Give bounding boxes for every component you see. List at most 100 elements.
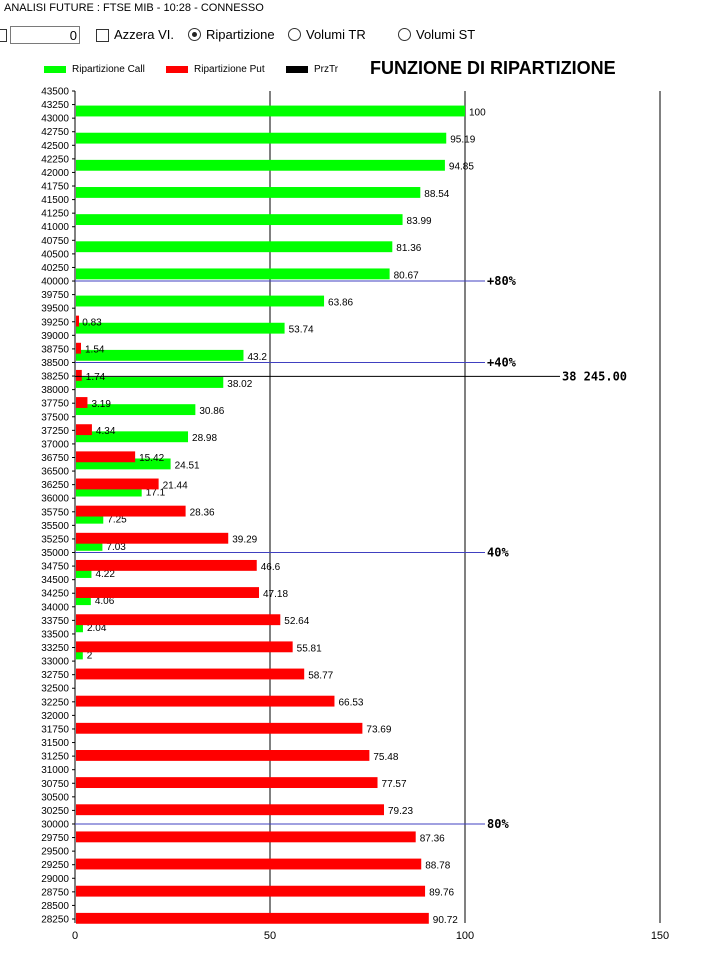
call-bar: [76, 431, 189, 443]
call-bar: [76, 621, 83, 633]
radio-volumi-tr[interactable]: [288, 28, 301, 41]
y-tick-label: 31250: [41, 752, 69, 763]
put-bar-label: 90.72: [433, 915, 458, 926]
call-bar: [76, 594, 91, 606]
y-tick-label: 39000: [41, 331, 69, 342]
call-bar-label: 83.99: [407, 216, 432, 227]
y-tick-label: 29250: [41, 860, 69, 871]
call-bar: [76, 295, 325, 307]
put-bar: [76, 397, 88, 408]
put-bar: [76, 559, 257, 571]
radio-volumi-st[interactable]: [398, 28, 411, 41]
put-bar: [76, 750, 370, 761]
put-bar-label: 46.6: [261, 562, 281, 573]
number-input[interactable]: 0: [10, 26, 80, 44]
marker-label: 80%: [487, 817, 509, 831]
call-bar: [76, 187, 421, 198]
y-tick-label: 37500: [41, 412, 69, 423]
put-bar-label: 75.48: [373, 752, 398, 763]
legend-prztr-label: PrzTr: [314, 64, 339, 75]
y-tick-label: 36000: [41, 494, 69, 505]
put-bar: [76, 369, 82, 381]
y-tick-label: 28750: [41, 887, 69, 898]
y-tick-label: 42000: [41, 168, 69, 179]
put-bar: [76, 695, 335, 707]
put-bar: [76, 858, 422, 870]
radio-ripartizione[interactable]: [188, 28, 201, 41]
call-bar: [76, 349, 244, 361]
prztr-label: 38 245.00: [562, 369, 627, 383]
y-tick-label: 34250: [41, 589, 69, 600]
y-tick-label: 42250: [41, 154, 69, 165]
y-tick-label: 28250: [41, 915, 69, 926]
y-tick-label: 41750: [41, 182, 69, 193]
y-tick-label: 41500: [41, 195, 69, 206]
reset-label[interactable]: Azzera VI.: [114, 27, 174, 42]
put-bar: [76, 777, 378, 789]
radio-volumi-tr-label[interactable]: Volumi TR: [306, 27, 366, 42]
put-bar-label: 39.29: [232, 535, 257, 546]
y-tick-label: 34000: [41, 602, 69, 613]
put-bar-label: 58.77: [308, 670, 333, 681]
call-bar-label: 30.86: [199, 406, 224, 417]
put-bar-label: 73.69: [366, 725, 391, 736]
y-tick-label: 30250: [41, 806, 69, 817]
call-bar-label: 43.2: [247, 352, 267, 363]
call-bar-label: 94.85: [449, 162, 474, 173]
call-bar: [76, 648, 83, 660]
y-tick-label: 32500: [41, 684, 69, 695]
call-bar: [76, 105, 465, 117]
put-bar: [76, 831, 416, 843]
call-bar-label: 7.03: [106, 542, 126, 553]
put-bar-label: 47.18: [263, 589, 288, 600]
hidden-checkbox[interactable]: [0, 29, 7, 42]
call-bar: [76, 539, 103, 551]
call-bar: [76, 458, 171, 470]
x-tick-label: 100: [456, 930, 474, 942]
call-bar: [76, 241, 393, 253]
put-bar: [76, 804, 384, 816]
y-tick-label: 41250: [41, 209, 69, 220]
put-bar: [76, 451, 136, 463]
put-bar-label: 87.36: [420, 833, 445, 844]
legend-prztr-swatch: [286, 66, 308, 73]
call-bar: [76, 485, 142, 497]
call-bar-label: 88.54: [424, 189, 449, 200]
y-tick-label: 33750: [41, 616, 69, 627]
x-tick-label: 0: [72, 930, 78, 942]
y-tick-label: 32000: [41, 711, 69, 722]
y-tick-label: 38500: [41, 358, 69, 369]
call-bar: [76, 377, 224, 388]
put-bar: [76, 505, 186, 517]
y-tick-label: 32750: [41, 670, 69, 681]
y-tick-label: 32250: [41, 697, 69, 708]
put-bar: [76, 342, 82, 354]
radio-ripartizione-label[interactable]: Ripartizione: [206, 27, 275, 42]
call-bar-label: 63.86: [328, 297, 353, 308]
y-tick-label: 43250: [41, 100, 69, 111]
put-bar: [76, 668, 305, 680]
put-bar-label: 1.74: [86, 372, 106, 383]
y-tick-label: 31000: [41, 765, 69, 776]
put-bar-label: 15.42: [139, 453, 164, 464]
y-tick-label: 37000: [41, 439, 69, 450]
reset-checkbox[interactable]: [96, 29, 109, 42]
put-bar-label: 55.81: [297, 643, 322, 654]
call-bar-label: 2: [87, 650, 93, 661]
call-bar: [76, 567, 92, 578]
put-bar-label: 21.44: [163, 480, 188, 491]
put-bar-label: 4.34: [96, 426, 116, 437]
put-bar-label: 3.19: [91, 399, 111, 410]
put-bar-label: 88.78: [425, 860, 450, 871]
y-tick-label: 35000: [41, 548, 69, 559]
call-bar: [76, 214, 403, 226]
y-tick-label: 38250: [41, 372, 69, 383]
radio-volumi-st-label[interactable]: Volumi ST: [416, 27, 476, 42]
window-title: ANALISI FUTURE : FTSE MIB - 10:28 - CONN…: [4, 2, 264, 14]
y-tick-label: 40750: [41, 236, 69, 247]
marker-label: +40%: [487, 355, 517, 369]
call-bar-label: 28.98: [192, 433, 217, 444]
put-bar-label: 1.54: [85, 345, 105, 356]
y-tick-label: 40500: [41, 249, 69, 260]
